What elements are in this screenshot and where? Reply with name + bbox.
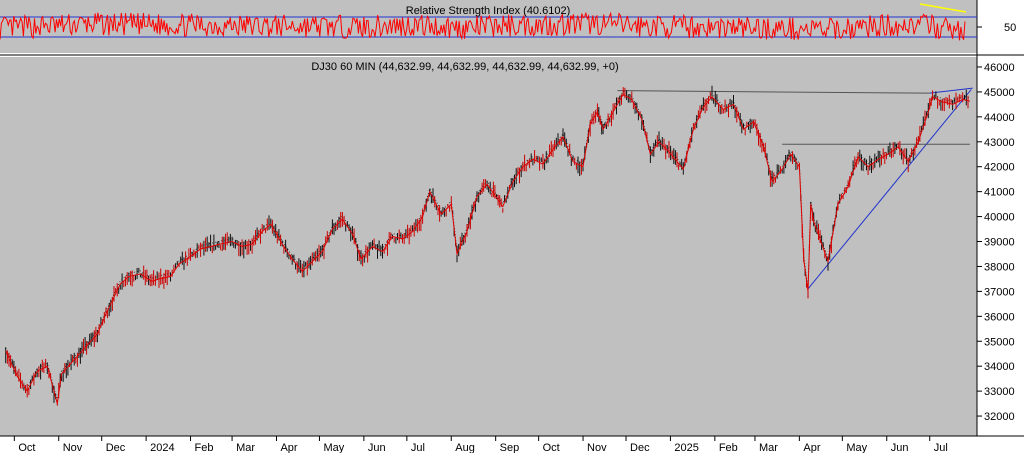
x-tick-label: Nov — [587, 442, 607, 453]
y-tick-label: 39000 — [984, 237, 1015, 249]
y-tick-label: 42000 — [984, 162, 1015, 174]
x-tick-label: Aug — [455, 442, 475, 453]
price-tick-labels: 32000 33000 34000 35000 36000 37000 38000 39000… — [977, 62, 1015, 423]
x-tick-label: Feb — [719, 442, 738, 453]
x-tick-label: Mar — [236, 442, 255, 453]
x-tick-label: May — [323, 442, 344, 453]
x-tick-label: Dec — [106, 442, 126, 453]
price-annotations — [617, 87, 973, 290]
x-tick-label: Feb — [195, 442, 214, 453]
y-tick-label: 46000 — [984, 62, 1015, 74]
x-tick-label: Dec — [630, 442, 650, 453]
rsi-line — [0, 11, 966, 41]
price-line — [5, 93, 970, 404]
rsi-tick-labels: 50 — [977, 22, 1016, 34]
y-tick-label: 32000 — [984, 411, 1015, 423]
x-tick-label: May — [846, 442, 867, 453]
price-title: DJ30 60 MIN (44,632.99, 44,632.99, 44,63… — [311, 61, 618, 73]
y-tick-label: 34000 — [984, 361, 1015, 373]
x-tick-label: Jul — [934, 442, 948, 453]
y-tick-label: 37000 — [984, 286, 1015, 298]
x-tick-label: Sep — [500, 442, 520, 453]
x-tick-label: Jun — [891, 442, 909, 453]
resistance-line — [617, 90, 930, 94]
rsi-trendline — [919, 3, 967, 13]
x-tick-label: 2025 — [674, 442, 698, 453]
uptrend-line — [807, 89, 972, 290]
y-tick-label: 45000 — [984, 87, 1015, 99]
price-series — [5, 85, 970, 406]
y-tick-label: 43000 — [984, 137, 1015, 149]
rsi-series — [0, 3, 967, 41]
x-tick-label: Jun — [368, 442, 386, 453]
y-tick-label: 35000 — [984, 336, 1015, 348]
y-tick-label: 36000 — [984, 311, 1015, 323]
x-tick-label: Oct — [18, 442, 35, 453]
y-tick-label: 33000 — [984, 386, 1015, 398]
rsi-tick-label: 50 — [1004, 22, 1016, 34]
x-tick-label: Nov — [63, 442, 83, 453]
price-panel — [0, 57, 977, 436]
x-tick-label: Apr — [803, 442, 820, 453]
x-tick-label: 2024 — [150, 442, 174, 453]
y-tick-label: 38000 — [984, 261, 1015, 273]
x-tick-label: Mar — [759, 442, 778, 453]
rsi-title: Relative Strength Index (40.6102) — [406, 5, 571, 17]
y-tick-label: 40000 — [984, 212, 1015, 224]
time-tick-labels: Oct Nov Dec 2024 Feb Mar Apr May Jun Jul Aug Sep Oct… — [13, 436, 948, 453]
y-tick-label: 44000 — [984, 112, 1015, 124]
x-tick-label: Apr — [280, 442, 297, 453]
y-tick-label: 41000 — [984, 187, 1015, 199]
upper-trend-line — [929, 87, 973, 94]
x-tick-label: Oct — [543, 442, 560, 453]
x-tick-label: Jul — [411, 442, 425, 453]
